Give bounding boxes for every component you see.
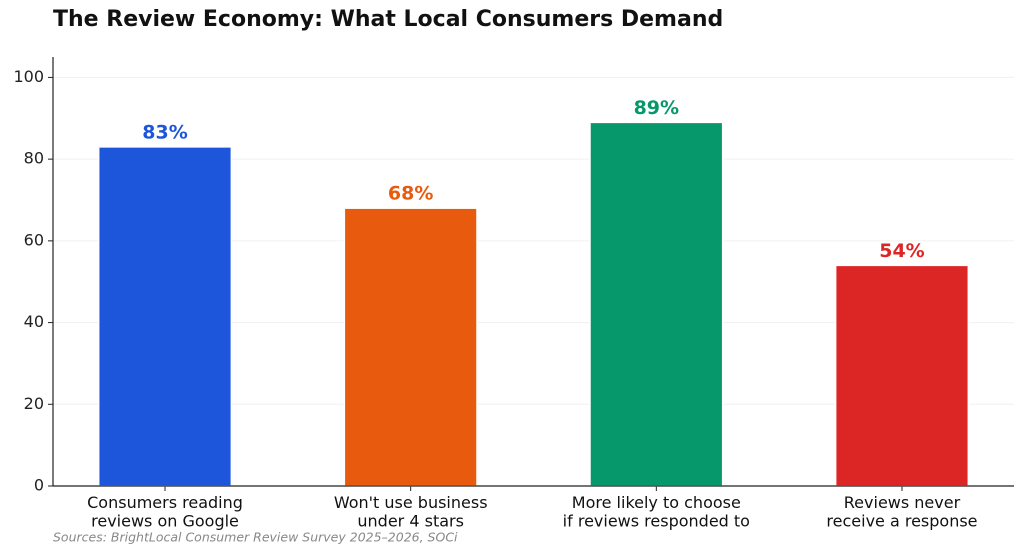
value-label: 83%	[142, 121, 187, 143]
y-tick-label: 60	[24, 230, 44, 249]
bar	[834, 264, 970, 487]
x-tick-label: Consumers reading reviews on Google	[87, 493, 243, 530]
bar	[589, 121, 724, 487]
x-tick-label: Won't use business under 4 stars	[334, 493, 488, 530]
x-tick-label: More likely to choose if reviews responde…	[563, 493, 750, 530]
value-label: 89%	[634, 97, 679, 119]
y-tick-label: 100	[13, 67, 44, 86]
bar	[343, 207, 478, 487]
source-note: Sources: BrightLocal Consumer Review Sur…	[53, 530, 458, 545]
y-tick-label: 20	[24, 394, 44, 413]
value-label: 54%	[879, 240, 924, 262]
chart-title: The Review Economy: What Local Consumers…	[53, 7, 723, 32]
y-tick-label: 80	[24, 149, 44, 168]
x-tick-label: Reviews never receive a response	[826, 493, 977, 530]
y-tick-label: 0	[34, 476, 44, 495]
y-tick-label: 40	[24, 312, 44, 331]
bar	[97, 146, 233, 487]
value-label: 68%	[388, 183, 433, 205]
